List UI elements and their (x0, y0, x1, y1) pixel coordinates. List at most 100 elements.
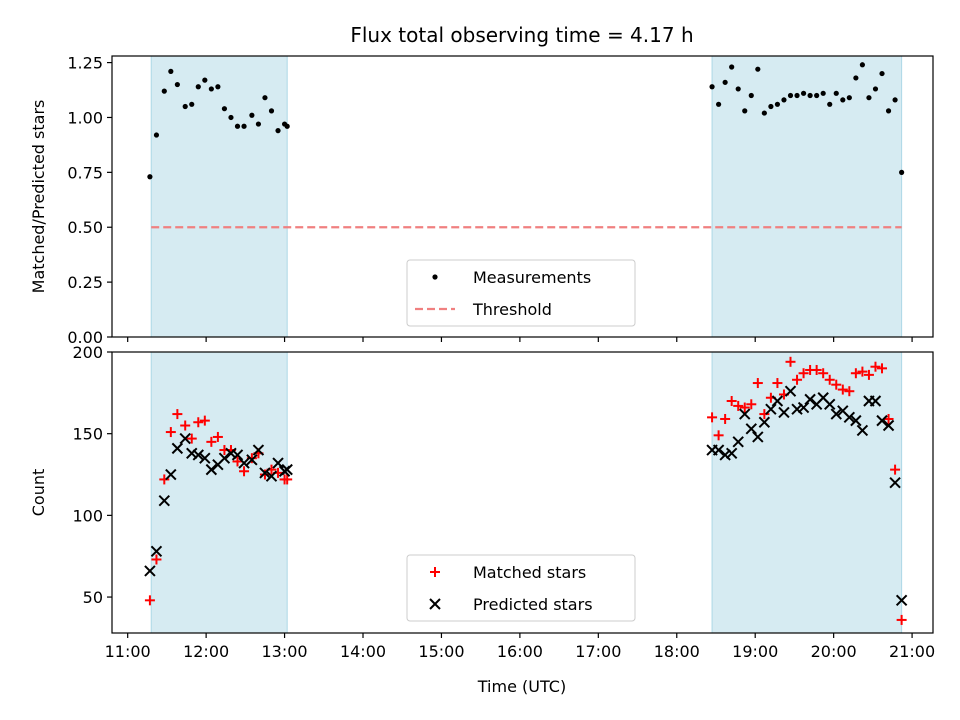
predicted-stars-point (231, 449, 244, 461)
measurements-point (147, 174, 153, 180)
measurements-point (885, 108, 892, 114)
legend-box (406, 554, 636, 622)
x-tick-label: 19:00 (732, 642, 778, 661)
matched-stars-point (172, 409, 183, 420)
predicted-stars-point (784, 385, 797, 397)
matched-stars-point (726, 396, 737, 407)
matched-stars-point (733, 400, 744, 411)
predicted-stars-point (171, 442, 184, 455)
matched-stars-point (857, 366, 868, 377)
ratio-panel: 0.00 0.25 0.50 0.75 1.00 1.25 Matched/Predicte… (29, 54, 934, 347)
matched-stars-point (850, 368, 861, 379)
matched-stars-point (144, 595, 155, 606)
measurements-point (722, 79, 728, 85)
x-tick-label: 15:00 (418, 642, 464, 661)
matched-stars-point (785, 356, 796, 367)
matched-stars-point (811, 364, 822, 375)
measurements-point (208, 86, 214, 92)
plot-frame (111, 55, 934, 338)
predicted-stars-point (272, 457, 284, 469)
matched-stars-point (720, 413, 731, 424)
count-panel: 11:00 12:00 13:00 14:00 15:00 16:00 17:00 18:00… (29, 343, 935, 661)
matched-stars-point (212, 431, 223, 442)
measurements-point (840, 97, 846, 103)
x-axis-title: Time (UTC) (477, 677, 566, 696)
predicted-stars-point (752, 431, 764, 443)
predicted-stars-point (830, 408, 842, 420)
matched-stars-point (837, 384, 848, 395)
predicted-stars-point (797, 401, 810, 414)
measurements-point (268, 108, 275, 114)
measurements-point (255, 121, 262, 127)
measurements-point (202, 77, 208, 83)
matched-stars-point (870, 361, 881, 372)
measurements-point (774, 101, 781, 107)
matched-stars-point (824, 374, 835, 385)
chart-title: Flux total observing time = 4.17 h (350, 23, 693, 47)
y-tick-label: 0.25 (67, 273, 103, 292)
measurements-point (234, 123, 241, 129)
matched-stars-point (707, 412, 718, 423)
measurements-point (195, 84, 201, 90)
measurements-point (794, 92, 800, 99)
x-tick-label: 13:00 (262, 642, 308, 661)
legend-marker (429, 598, 441, 610)
y-tick-label: 1.00 (67, 108, 103, 127)
measurements-point (174, 81, 180, 88)
predicted-stars-point (165, 468, 177, 481)
measurements-point (820, 90, 826, 96)
y-tick-label: 0.00 (67, 328, 103, 347)
predicted-stars-point (179, 432, 191, 445)
matched-stars-point (890, 464, 901, 475)
measurements-point (787, 92, 794, 99)
measurements-point (249, 112, 255, 118)
matched-stars-point (746, 399, 757, 410)
matched-stars-point (165, 427, 176, 438)
y-tick-label: 0.50 (67, 218, 103, 237)
legend-label: Predicted stars (473, 595, 593, 614)
y-tick-label: 0.75 (67, 163, 103, 182)
matched-stars-point (193, 417, 204, 428)
plot-area (147, 62, 905, 229)
predicted-stars-point (199, 452, 211, 464)
legend-label: Threshold (472, 300, 552, 319)
predicted-stars-point (719, 449, 731, 461)
predicted-stars-point (225, 447, 237, 459)
legend: Matched stars Predicted stars (406, 554, 636, 622)
legend-marker (432, 274, 438, 280)
measurements-point (709, 84, 715, 90)
measurements-point (189, 101, 195, 107)
measurements-point (161, 88, 167, 94)
measurements-point (755, 66, 761, 72)
measurements-point (827, 101, 833, 107)
predicted-stars-point (712, 444, 725, 456)
predicted-stars-point (144, 565, 156, 577)
legend-entry-predicted-stars: Predicted stars (429, 595, 593, 614)
y-tick-label: 150 (72, 425, 103, 444)
measurements-point (715, 101, 722, 107)
predicted-stars-point (889, 476, 901, 489)
plot-area (144, 356, 908, 625)
predicted-stars-point (158, 494, 171, 507)
predicted-stars-point (150, 545, 163, 558)
predicted-stars-point (824, 398, 836, 410)
measurements-point (262, 95, 268, 101)
predicted-stars-point (758, 416, 771, 428)
measurements-point (153, 132, 160, 138)
matched-stars-point (896, 614, 907, 625)
matched-stars-point (282, 474, 293, 485)
predicted-stars-point (218, 452, 231, 464)
predicted-stars-point (246, 454, 258, 466)
predicted-stars-point (281, 463, 293, 476)
x-tick-label: 21:00 (889, 642, 935, 661)
predicted-stars-point (876, 414, 888, 427)
legend-label: Matched stars (473, 563, 586, 582)
measurements-point (807, 92, 813, 99)
predicted-stars-point (850, 414, 862, 427)
matched-stars-point (831, 379, 842, 390)
measurements-point (215, 84, 221, 90)
matched-stars-point (159, 474, 170, 485)
observing-window-1 (150, 55, 288, 338)
legend-entry-measurements: Measurements (432, 268, 591, 287)
x-tick-label: 14:00 (340, 642, 386, 661)
